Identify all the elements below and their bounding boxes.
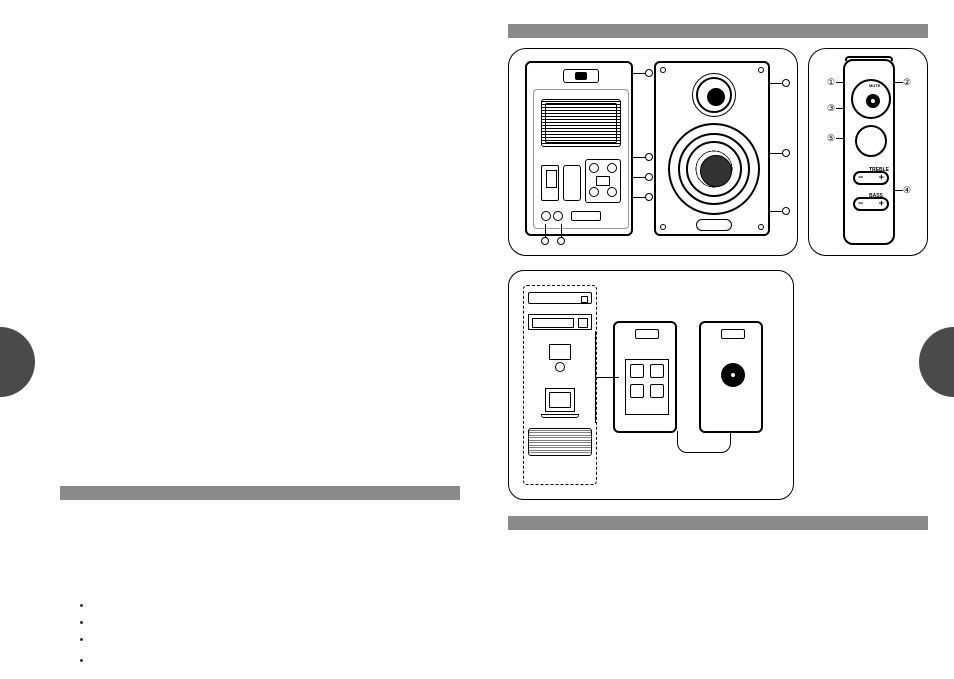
callout-dot — [541, 237, 549, 245]
callout-line — [545, 224, 546, 238]
minus-icon: − — [858, 172, 863, 182]
volume-ring-icon — [855, 125, 887, 157]
passive-speaker-rear-icon — [613, 321, 677, 433]
callout-dot — [645, 153, 653, 161]
screw-icon — [660, 224, 666, 230]
dpad-mute-label: MUTE — [869, 83, 880, 88]
page-tab-right — [919, 327, 954, 397]
callout-dot — [782, 149, 790, 157]
plus-icon: + — [879, 198, 884, 208]
usb-port-icon — [563, 165, 581, 201]
heatsink-icon — [541, 99, 621, 147]
callout-line — [895, 190, 903, 191]
callout-line — [895, 82, 903, 83]
volume-knob-icon — [721, 363, 745, 387]
speaker-front-diagram — [654, 61, 770, 236]
section-bar-top-right — [508, 24, 928, 38]
speaker-rear-diagram — [525, 61, 633, 236]
laptop-icon — [545, 388, 575, 412]
mini-top-port-icon — [635, 329, 659, 339]
dvd-player-icon — [528, 292, 592, 304]
callout-number-4: ④ — [903, 185, 911, 196]
bass-button-icon: BASS − + — [853, 197, 889, 211]
treble-button-icon: TREBLE − + — [853, 171, 889, 185]
laptop-base-icon — [541, 414, 579, 418]
callout-dot — [645, 173, 653, 181]
screw-icon — [758, 224, 764, 230]
tweeter-icon — [696, 77, 732, 113]
remote-ir-top-icon — [845, 56, 893, 61]
diagram-remote-panel: MUTE TREBLE − + BASS − + ① ② ③ ⑤ ④ — [808, 48, 928, 256]
remote-diagram: MUTE TREBLE − + BASS − + — [843, 59, 895, 245]
section-bar-bottom-right — [508, 516, 928, 530]
rear-top-port-inner — [575, 72, 587, 80]
dpad-icon: MUTE — [851, 79, 891, 119]
callout-number-1: ① — [827, 77, 835, 88]
callout-dot — [645, 193, 653, 201]
aux-ports-row — [541, 211, 621, 225]
screw-icon — [660, 67, 666, 73]
active-speaker-rear-icon — [699, 321, 763, 433]
dpad-center-icon — [866, 94, 880, 108]
callout-number-3: ③ — [827, 103, 835, 114]
callout-line — [836, 138, 844, 139]
amplifier-icon — [528, 314, 592, 330]
mini-top-port-icon — [721, 329, 745, 339]
tv-icon — [528, 428, 592, 456]
ir-window-icon — [696, 219, 732, 231]
power-port-icon — [541, 165, 559, 201]
callout-dot — [557, 237, 565, 245]
callout-number-2: ② — [903, 77, 911, 88]
mini-terminal-grid-icon — [625, 359, 669, 415]
minus-icon: − — [858, 198, 863, 208]
bullet-list — [80, 600, 92, 672]
callout-dot — [782, 79, 790, 87]
callout-dot — [645, 69, 653, 77]
speaker-wire-icon — [677, 431, 731, 453]
section-bar-left — [60, 486, 460, 500]
screw-icon — [758, 67, 764, 73]
callout-line — [561, 224, 562, 238]
page-tab-left — [0, 327, 35, 397]
callout-line — [836, 82, 844, 83]
source-devices-group — [523, 285, 597, 485]
binding-posts-icon — [585, 159, 621, 203]
diagram-speakers-panel — [508, 48, 798, 256]
callout-line — [836, 108, 844, 109]
woofer-icon — [668, 123, 760, 215]
plus-icon: + — [879, 172, 884, 182]
callout-number-5: ⑤ — [827, 133, 835, 144]
diagram-connection-panel — [508, 270, 794, 500]
mp3-player-icon — [545, 340, 575, 378]
callout-dot — [782, 207, 790, 215]
